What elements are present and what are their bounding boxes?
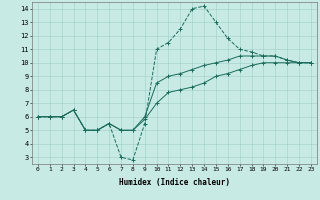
- X-axis label: Humidex (Indice chaleur): Humidex (Indice chaleur): [119, 178, 230, 187]
